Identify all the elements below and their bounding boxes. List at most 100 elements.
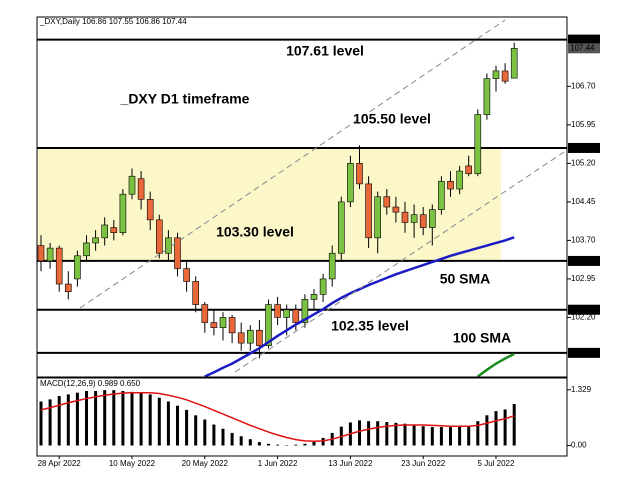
- candle-body: [392, 206, 400, 213]
- y-tick-label: 105.20: [571, 158, 596, 167]
- candle-body: [483, 78, 491, 115]
- candle-body: [337, 201, 345, 254]
- candle-body: [274, 304, 281, 318]
- x-tick-label: 28 Apr 2022: [38, 459, 82, 468]
- candle-body: [119, 193, 127, 233]
- macd-frame: [36, 377, 568, 457]
- macd-bar: [294, 444, 298, 446]
- candle-body: [228, 317, 236, 334]
- candle-body: [319, 278, 327, 295]
- candle-body: [137, 178, 145, 200]
- candle-body: [428, 209, 436, 228]
- candle-body: [383, 196, 391, 208]
- level-label: 102.35: [570, 305, 595, 314]
- macd-bar: [66, 394, 70, 446]
- candle-body: [128, 175, 136, 195]
- candle-body: [74, 255, 81, 280]
- candle-body: [183, 268, 190, 282]
- candle-body: [465, 165, 473, 174]
- candle-body: [438, 181, 445, 210]
- y-tick-label: 102.20: [571, 313, 596, 322]
- channel-lower: [234, 149, 568, 373]
- x-tick-label: 5 Jul 2022: [478, 459, 515, 468]
- annotation: _DXY D1 timeframe: [120, 91, 250, 107]
- macd-title: MACD(12,26,9) 0.989 0.650: [40, 379, 141, 388]
- macd-bar: [139, 392, 143, 446]
- annotation: 107.61 level: [286, 43, 364, 59]
- candle-body: [46, 247, 54, 262]
- macd-bar: [267, 443, 270, 446]
- x-tick-label: 20 May 2022: [182, 459, 229, 468]
- macd-bar: [85, 391, 88, 446]
- candle-body: [265, 304, 272, 346]
- y-tick-label: 106.70: [571, 81, 596, 90]
- macd-bar: [367, 421, 371, 446]
- macd-bar: [321, 437, 325, 446]
- x-tick-label: 10 May 2022: [109, 459, 156, 468]
- macd-bar: [439, 427, 443, 446]
- level-label-box: [568, 34, 600, 45]
- macd-bar: [485, 415, 489, 446]
- candle-body: [401, 211, 409, 223]
- zone: [38, 147, 501, 261]
- macd-bar: [385, 422, 389, 446]
- macd-bar: [403, 423, 407, 446]
- candle-body: [310, 294, 318, 300]
- macd-bar: [157, 397, 161, 446]
- macd-bar: [412, 424, 416, 446]
- annotation: 103.30 level: [216, 224, 294, 240]
- candle-body: [301, 299, 309, 323]
- y-tick-label: 105.95: [571, 120, 596, 129]
- candle-body: [101, 224, 108, 239]
- candle-body: [419, 214, 427, 228]
- candle-body: [192, 281, 199, 305]
- candle-body: [510, 48, 518, 79]
- level-label-box: [568, 347, 600, 358]
- macd-bar: [358, 420, 361, 446]
- sma-line: [477, 352, 515, 378]
- candle-body: [347, 163, 354, 203]
- x-tick-label: 23 Jun 2022: [401, 459, 446, 468]
- macd-bar: [230, 432, 234, 446]
- chart-title: _DXY,Daily 106.86 107.55 106.86 107.44: [39, 17, 187, 26]
- candle-body: [92, 237, 99, 244]
- macd-bar: [166, 401, 170, 446]
- candle-body: [146, 199, 154, 221]
- macd-bar: [421, 426, 425, 446]
- candle-body: [365, 183, 372, 239]
- macd-bar: [494, 411, 498, 446]
- macd-bar: [75, 392, 79, 446]
- x-tick-label: 1 Jun 2022: [258, 459, 298, 468]
- channel-upper: [79, 19, 506, 309]
- candle-body: [374, 196, 382, 239]
- annotation: 105.50 level: [353, 111, 431, 127]
- macd-bar: [112, 390, 116, 446]
- macd-bar: [512, 404, 516, 446]
- level-label-box: [568, 304, 600, 315]
- macd-bar: [503, 409, 507, 446]
- candle-body: [156, 219, 163, 254]
- candle-body: [501, 70, 509, 82]
- level-label-box: [568, 255, 600, 266]
- candle-body: [201, 304, 209, 323]
- macd-bar: [458, 426, 462, 446]
- main-layer: [37, 38, 567, 378]
- macd-bar: [176, 405, 179, 446]
- sma-line: [204, 236, 515, 378]
- legend-label: 50 SMA: [440, 271, 491, 287]
- level-label-box: [568, 142, 600, 153]
- macd-bar: [130, 391, 134, 446]
- candle-body: [37, 245, 45, 262]
- macd-bar: [203, 419, 207, 446]
- candle-body: [174, 237, 181, 269]
- current-price-label: 107.44: [570, 43, 595, 52]
- macd-bar: [39, 401, 43, 446]
- level-label: 107.61: [570, 35, 595, 44]
- candle-body: [247, 329, 254, 344]
- level-label: 103.30: [570, 256, 595, 265]
- candle-body: [219, 317, 227, 328]
- candle-body: [83, 242, 90, 257]
- macd-bar: [276, 444, 280, 446]
- candle-body: [356, 163, 363, 185]
- macd-bar: [449, 427, 452, 446]
